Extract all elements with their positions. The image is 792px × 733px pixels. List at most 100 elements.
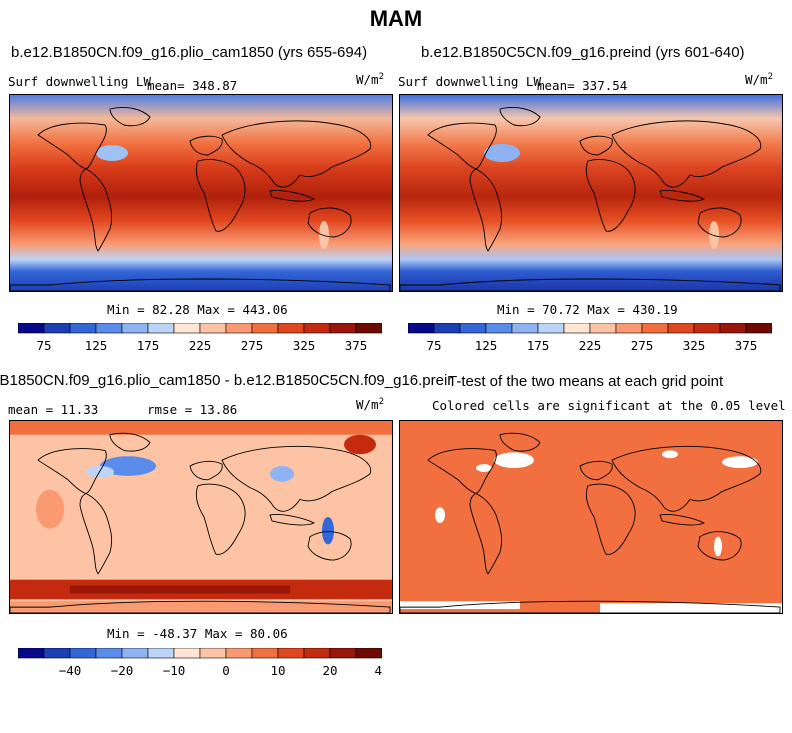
- panel-1-field: [10, 95, 392, 291]
- colorbar-swatch: [43, 647, 71, 659]
- colorbar-1: 75125175225275325375425: [17, 322, 419, 353]
- panel-3-units-base: W/m: [356, 397, 379, 413]
- colorbar-swatch: [225, 322, 253, 334]
- colorbar-swatch: [95, 647, 123, 659]
- colorbar-tick-label: 0: [222, 663, 230, 678]
- panel-1-mean: mean= 348.87: [147, 78, 238, 93]
- colorbar-tick-label: 275: [241, 338, 264, 353]
- colorbar-tick-label: 125: [85, 338, 108, 353]
- colorbar-tick-label: 20: [322, 663, 337, 678]
- colorbar-tick-label: 225: [579, 338, 602, 353]
- colorbar-swatch: [225, 647, 253, 659]
- colorbar-swatch: [459, 322, 487, 334]
- colorbar-swatch: [329, 647, 357, 659]
- colorbar-swatch: [147, 322, 175, 334]
- colorbar-swatch: [693, 322, 721, 334]
- colorbar-swatch: [745, 322, 773, 334]
- colorbar-1-svg: 75125175225275325375425: [17, 322, 419, 353]
- panel-4-nonsig-africa: [435, 507, 445, 523]
- colorbar-tick-label: 325: [683, 338, 706, 353]
- panel-4-significant-field: [400, 421, 782, 613]
- colorbar-swatch: [69, 647, 97, 659]
- colorbar-tick-label: 75: [426, 338, 441, 353]
- colorbar-swatch: [615, 322, 643, 334]
- colorbar-swatch: [121, 322, 149, 334]
- panel-3-arctic-band: [10, 421, 392, 435]
- colorbar-swatch: [277, 647, 305, 659]
- colorbar-swatch: [303, 322, 331, 334]
- panel-3-antarctic: [10, 601, 392, 613]
- panel-3-min-max: Min = -48.37 Max = 80.06: [107, 626, 288, 641]
- colorbar-swatch: [121, 647, 149, 659]
- colorbar-swatch: [563, 322, 591, 334]
- panel-2-map: [399, 94, 783, 292]
- panel-2-mean: mean= 337.54: [537, 78, 628, 93]
- panel-2-andes-cold: [709, 221, 719, 249]
- panel-4-nonsig-pacific: [662, 450, 678, 459]
- panel-4-map-svg: [400, 421, 782, 613]
- colorbar-swatch: [251, 647, 279, 659]
- colorbar-swatch: [719, 322, 747, 334]
- colorbar-swatch: [667, 322, 695, 334]
- colorbar-3: −40 −20 −10 0 10 20 40: [17, 647, 390, 678]
- panel-4-nonsig-samerica: [714, 536, 722, 557]
- panel-3-greenland-warm: [344, 434, 376, 455]
- colorbar-tick-label: 325: [293, 338, 316, 353]
- panel-3-rmse: rmse = 13.86: [147, 402, 238, 417]
- panel-3-units-sup: 2: [378, 397, 384, 407]
- colorbar-tick-label: 225: [189, 338, 212, 353]
- panel-2-units: W/m2: [745, 72, 773, 87]
- panel-3-map-svg: [10, 421, 392, 613]
- colorbar-swatch: [199, 322, 227, 334]
- panel-3-africa-warm: [36, 489, 64, 529]
- colorbar-swatch: [69, 322, 97, 334]
- colorbar-swatch: [43, 322, 71, 334]
- panel-2-field: [400, 95, 782, 291]
- colorbar-swatch: [589, 322, 617, 334]
- panel-2-case-title: b.e12.B1850C5CN.f09_g16.preind (yrs 601-…: [421, 44, 745, 61]
- panel-1-variable: Surf downwelling LW: [8, 74, 151, 89]
- panel-2-min-max: Min = 70.72 Max = 430.19: [497, 302, 678, 317]
- colorbar-swatch: [485, 322, 513, 334]
- panel-3-asia-cool: [100, 456, 156, 476]
- colorbar-tick-label: 125: [475, 338, 498, 353]
- panel-2-map-svg: [400, 95, 782, 291]
- panel-3-units: W/m2: [356, 397, 384, 412]
- colorbar-swatch: [303, 647, 331, 659]
- panel-1-map: [9, 94, 393, 292]
- panel-4-map: [399, 420, 783, 614]
- panel-2-units-sup: 2: [767, 72, 773, 82]
- panel-3-asia-cool-2: [86, 466, 114, 478]
- panel-2-variable: Surf downwelling LW: [398, 74, 541, 89]
- colorbar-swatch: [641, 322, 669, 334]
- colorbar-swatch: [17, 647, 45, 659]
- colorbar-swatch: [329, 322, 357, 334]
- colorbar-swatch: [355, 322, 383, 334]
- colorbar-tick-label: 10: [270, 663, 285, 678]
- colorbar-tick-label: 75: [36, 338, 51, 353]
- colorbar-swatch: [173, 647, 201, 659]
- colorbar-swatch: [173, 322, 201, 334]
- panel-4-nonsig-asia: [494, 452, 534, 469]
- colorbar-swatch: [199, 647, 227, 659]
- colorbar-tick-label: 40: [374, 663, 382, 678]
- colorbar-swatch: [407, 322, 435, 334]
- colorbar-swatch: [17, 322, 45, 334]
- colorbar-swatch: [251, 322, 279, 334]
- colorbar-swatch: [433, 322, 461, 334]
- panel-1-units: W/m2: [356, 72, 384, 87]
- colorbar-swatch: [147, 647, 175, 659]
- panel-1-case-title: b.e12.B1850CN.f09_g16.plio_cam1850 (yrs …: [11, 44, 368, 61]
- panel-3-southern-band-core: [70, 585, 290, 594]
- panel-4-subtitle: Colored cells are significant at the 0.0…: [432, 398, 786, 413]
- colorbar-tick-label: −20: [111, 663, 134, 678]
- panel-3-mean: mean = 11.33: [8, 402, 99, 417]
- panel-4-nonsig-namerica: [722, 456, 758, 469]
- colorbar-tick-label: 175: [527, 338, 550, 353]
- colorbar-tick-label: 275: [631, 338, 654, 353]
- panel-4-case-title: T-test of the two means at each grid poi…: [448, 373, 724, 390]
- panel-1-map-svg: [10, 95, 392, 291]
- panel-1-tibet-cold: [96, 145, 128, 161]
- panel-3-samerica-cool: [322, 517, 334, 545]
- figure-title: MAM: [369, 6, 423, 31]
